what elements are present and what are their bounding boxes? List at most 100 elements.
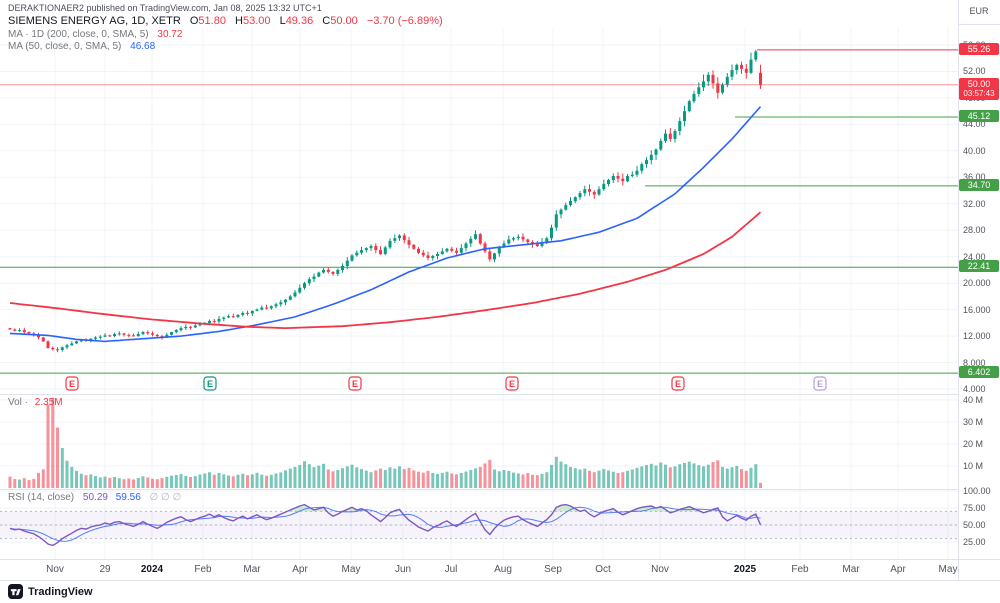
volume-value: 2.35M bbox=[34, 397, 63, 408]
rsi-value: 50.29 bbox=[82, 492, 108, 503]
price-tick-label: 4.000 bbox=[963, 384, 986, 394]
time-label: Jul bbox=[444, 564, 458, 575]
rsi-pane[interactable] bbox=[0, 503, 958, 547]
price-axis[interactable]: 56.0052.0048.0044.0040.0036.0032.0028.00… bbox=[958, 0, 1000, 603]
low-label: L bbox=[279, 15, 286, 27]
high-label: H bbox=[235, 15, 243, 27]
time-label: Apr bbox=[890, 564, 906, 575]
tradingview-logomark-icon bbox=[8, 584, 23, 599]
ma50-label: MA (50, close, 0, SMA, 5) bbox=[8, 41, 122, 52]
time-label: Jun bbox=[394, 564, 412, 575]
low-value: 49.36 bbox=[285, 15, 314, 27]
earnings-marker-icon[interactable]: E bbox=[813, 376, 827, 391]
price-tick-label: 8.000 bbox=[963, 357, 986, 368]
rsi-tick-label: 100.00 bbox=[963, 486, 991, 496]
rsi-ma-line[interactable] bbox=[9, 506, 761, 542]
time-label: Aug bbox=[494, 564, 512, 575]
ma200-line[interactable] bbox=[9, 211, 762, 330]
high-value: 53.00 bbox=[242, 15, 271, 27]
price-level-badge[interactable]: 22.41 bbox=[959, 260, 999, 273]
candlestick-series[interactable] bbox=[8, 49, 763, 353]
time-label: Nov bbox=[46, 564, 64, 575]
ma50-legend[interactable]: MA (50, close, 0, SMA, 5) 46.68 bbox=[8, 41, 155, 52]
price-tick-label: 32.00 bbox=[963, 198, 986, 209]
volume-tick-label: 10 M bbox=[963, 461, 984, 471]
earnings-marker-icon[interactable]: E bbox=[671, 376, 685, 391]
ma50-value: 46.68 bbox=[130, 41, 156, 52]
price-tick-label: 36.00 bbox=[963, 172, 986, 183]
svg-text:E: E bbox=[69, 379, 75, 389]
time-label: Feb bbox=[791, 564, 809, 575]
rsi-tick-label: 25.00 bbox=[963, 537, 986, 547]
price-level-badge[interactable]: 45.12 bbox=[959, 109, 999, 122]
symbol-legend[interactable]: SIEMENS ENERGY AG, 1D, XETR O51.80 H53.0… bbox=[8, 15, 443, 27]
price-tick-label: 24.00 bbox=[963, 251, 986, 262]
rsi-hidden-plots: ∅ ∅ ∅ bbox=[149, 492, 182, 503]
ma200-legend[interactable]: MA · 1D (200, close, 0, SMA, 5) 30.72 bbox=[8, 29, 182, 40]
svg-text:E: E bbox=[509, 379, 515, 389]
svg-text:E: E bbox=[817, 379, 823, 389]
ma200-value: 30.72 bbox=[157, 29, 183, 40]
open-value: 51.80 bbox=[198, 15, 226, 27]
price-tick-label: 44.00 bbox=[963, 119, 986, 130]
volume-legend[interactable]: Vol · 2.35M bbox=[8, 397, 63, 408]
pane-separators bbox=[0, 0, 1000, 581]
earnings-marker-icon[interactable]: E bbox=[65, 376, 79, 391]
grid-lines bbox=[0, 28, 958, 559]
rsi-band bbox=[0, 511, 958, 539]
rsi-line[interactable] bbox=[9, 503, 762, 547]
close-value: 50.00 bbox=[330, 15, 358, 27]
time-label: Feb bbox=[194, 564, 212, 575]
price-tick-label: 16.000 bbox=[963, 304, 991, 315]
rsi-tick-label: 75.00 bbox=[963, 503, 986, 513]
current-price-badge: 50.00 03:57:43 bbox=[959, 77, 999, 100]
price-tick-label: 52.00 bbox=[963, 66, 986, 77]
time-label: Oct bbox=[595, 564, 611, 575]
price-tick-label: 40.00 bbox=[963, 145, 986, 156]
volume-tick-label: 30 M bbox=[963, 417, 984, 427]
svg-text:E: E bbox=[352, 379, 358, 389]
time-label: 29 bbox=[99, 564, 111, 575]
time-axis[interactable]: Nov 29 2024 Feb Mar Apr May Jun Jul Aug Sep Oct Nov 2… bbox=[0, 560, 958, 580]
time-label: 2025 bbox=[733, 564, 757, 575]
time-label: Mar bbox=[243, 564, 261, 575]
price-tick-label: 12.000 bbox=[963, 331, 991, 342]
countdown-timer: 03:57:43 bbox=[963, 88, 995, 98]
volume-series[interactable] bbox=[8, 397, 763, 488]
currency-label: EUR bbox=[969, 6, 989, 16]
rsi-legend[interactable]: RSI (14, close) 50.29 59.56 ∅ ∅ ∅ bbox=[8, 492, 181, 503]
level-lines bbox=[0, 49, 958, 374]
rsi-label: RSI (14, close) bbox=[8, 492, 75, 503]
ma50-line[interactable] bbox=[9, 106, 762, 343]
change-value: −3.70 (−6.89%) bbox=[366, 15, 443, 27]
time-label: May bbox=[938, 564, 958, 575]
publisher-line: DERAKTIONAER2 published on TradingView.c… bbox=[8, 3, 322, 13]
time-label: Mar bbox=[842, 564, 860, 575]
volume-label: Vol · bbox=[8, 397, 29, 408]
open-label: O bbox=[189, 15, 199, 27]
earnings-marker-icon[interactable]: E bbox=[505, 376, 519, 391]
time-label: May bbox=[341, 564, 361, 575]
price-tick-label: 28.00 bbox=[963, 225, 986, 236]
time-label: 2024 bbox=[140, 564, 164, 575]
volume-tick-label: 20 M bbox=[963, 439, 984, 449]
price-level-badge[interactable]: 34.70 bbox=[959, 178, 999, 191]
symbol-title[interactable]: SIEMENS ENERGY AG, 1D, XETR bbox=[8, 15, 181, 27]
volume-tick-label: 40 M bbox=[963, 395, 984, 405]
tradingview-logo[interactable]: TradingView bbox=[8, 584, 93, 599]
time-label: Apr bbox=[292, 564, 308, 575]
price-level-badge[interactable]: 55.26 bbox=[959, 42, 999, 55]
price-level-badge[interactable]: 6.402 bbox=[959, 366, 999, 379]
rsi-tick-label: 50.00 bbox=[963, 520, 986, 530]
tradingview-wordmark: TradingView bbox=[28, 585, 93, 598]
time-label: Sep bbox=[544, 564, 562, 575]
price-tick-label: 20.000 bbox=[963, 278, 991, 289]
earnings-marker-icon[interactable]: E bbox=[348, 376, 362, 391]
ma200-label: MA · 1D (200, close, 0, SMA, 5) bbox=[8, 29, 149, 40]
earnings-marker-icon[interactable]: E bbox=[203, 376, 217, 391]
time-label: Nov bbox=[651, 564, 669, 575]
close-label: C bbox=[322, 15, 331, 27]
